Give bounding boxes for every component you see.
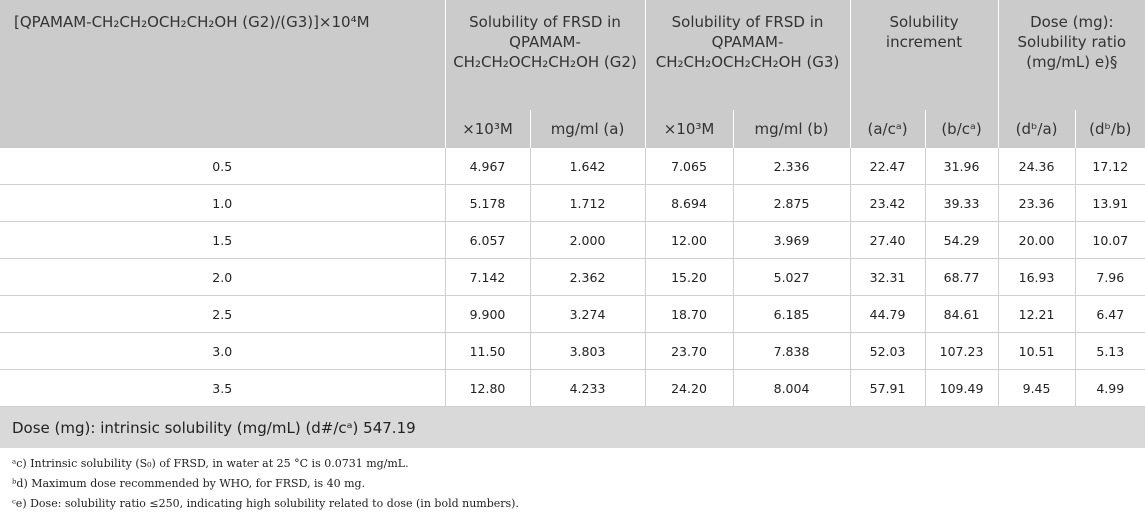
cell: 5.027 xyxy=(732,258,851,296)
group-header: Solubility of FRSD in QPAMAM-CH₂CH₂OCH₂C… xyxy=(444,0,646,110)
cell: 13.91 xyxy=(1074,184,1145,222)
cell: 9.900 xyxy=(444,295,530,333)
cell: 18.70 xyxy=(644,295,734,333)
cell: 3.803 xyxy=(529,332,646,370)
cell: 44.79 xyxy=(849,295,926,333)
cell: 23.42 xyxy=(849,184,926,222)
subheader: ×10³M xyxy=(644,110,734,148)
cell: 107.23 xyxy=(924,332,999,370)
cell: 17.12 xyxy=(1074,148,1145,185)
cell: 12.80 xyxy=(444,369,530,407)
table-row: 3.5 12.80 4.233 24.20 8.004 57.91 109.49 9.45 4.… xyxy=(0,369,1145,407)
cell: 3.5 xyxy=(0,369,445,407)
cell: 4.967 xyxy=(444,148,530,185)
cell: 6.47 xyxy=(1074,295,1145,333)
cell: 57.91 xyxy=(849,369,926,407)
cell: 52.03 xyxy=(849,332,926,370)
footnote: ᵃc) Intrinsic solubility (S₀) of FRSD, i… xyxy=(12,457,409,470)
summary-row: Dose (mg): intrinsic solubility (mg/mL) … xyxy=(0,406,1145,448)
cell: 24.20 xyxy=(644,369,734,407)
summary-cell: Dose (mg): intrinsic solubility (mg/mL) … xyxy=(0,406,1145,448)
group-header: Solubility of FRSD in QPAMAM-CH₂CH₂OCH₂C… xyxy=(644,0,851,110)
group-header: Dose (mg): Solubility ratio (mg/mL) e)§ xyxy=(997,0,1145,110)
cell: 4.99 xyxy=(1074,369,1145,407)
cell: 54.29 xyxy=(924,221,999,259)
group-header: Solubility increment xyxy=(849,0,999,110)
cell: 2.875 xyxy=(732,184,851,222)
subheader: (dᵇ/a) xyxy=(997,110,1076,148)
cell: 31.96 xyxy=(924,148,999,185)
cell: 24.36 xyxy=(997,148,1076,185)
header-row: [QPAMAM-CH₂CH₂OCH₂CH₂OH (G2)/(G3)]×10⁴M … xyxy=(0,0,1145,148)
cell: 2.000 xyxy=(529,221,646,259)
cell: 109.49 xyxy=(924,369,999,407)
cell: 20.00 xyxy=(997,221,1076,259)
cell: 84.61 xyxy=(924,295,999,333)
data-table: [QPAMAM-CH₂CH₂OCH₂CH₂OH (G2)/(G3)]×10⁴M … xyxy=(0,0,1145,448)
cell: 11.50 xyxy=(444,332,530,370)
cell: 5.178 xyxy=(444,184,530,222)
cell: 10.51 xyxy=(997,332,1076,370)
cell: 7.065 xyxy=(644,148,734,185)
cell: 15.20 xyxy=(644,258,734,296)
cell: 2.5 xyxy=(0,295,445,333)
cell: 6.057 xyxy=(444,221,530,259)
footnote: ᶜe) Dose: solubility ratio ≤250, indicat… xyxy=(12,497,519,510)
cell: 3.274 xyxy=(529,295,646,333)
cell: 3.0 xyxy=(0,332,445,370)
cell: 1.712 xyxy=(529,184,646,222)
subheader: (a/cᵃ) xyxy=(849,110,926,148)
header-cell: [QPAMAM-CH₂CH₂OCH₂CH₂OH (G2)/(G3)]×10⁴M xyxy=(0,0,445,148)
cell: 10.07 xyxy=(1074,221,1145,259)
table-row: 3.0 11.50 3.803 23.70 7.838 52.03 107.23 10.51 5… xyxy=(0,332,1145,370)
footnotes: ᵃc) Intrinsic solubility (S₀) of FRSD, i… xyxy=(0,448,1145,514)
cell: 4.233 xyxy=(529,369,646,407)
cell: 3.969 xyxy=(732,221,851,259)
footnote: ᵇd) Maximum dose recommended by WHO, for… xyxy=(12,477,366,490)
cell: 22.47 xyxy=(849,148,926,185)
subheader-row: ×10³M mg/ml (a) ×10³M mg/ml (b) (a/cᵃ) (b/cᵃ)… xyxy=(0,110,1145,148)
subheader: (dᵇ/b) xyxy=(1074,110,1145,148)
subheader: (b/cᵃ) xyxy=(924,110,999,148)
subheader: mg/ml (b) xyxy=(732,110,851,148)
table-row: 2.0 7.142 2.362 15.20 5.027 32.31 68.77 16.93 7.… xyxy=(0,258,1145,296)
cell: 8.694 xyxy=(644,184,734,222)
cell: 2.362 xyxy=(529,258,646,296)
cell: 7.838 xyxy=(732,332,851,370)
cell: 27.40 xyxy=(849,221,926,259)
cell: 9.45 xyxy=(997,369,1076,407)
cell: 12.21 xyxy=(997,295,1076,333)
cell: 12.00 xyxy=(644,221,734,259)
table-body: 0.5 4.967 1.642 7.065 2.336 22.47 31.96 24.36 17… xyxy=(0,148,1145,448)
cell: 1.0 xyxy=(0,184,445,222)
cell: 8.004 xyxy=(732,369,851,407)
table-row: 0.5 4.967 1.642 7.065 2.336 22.47 31.96 24.36 17… xyxy=(0,148,1145,185)
cell: 0.5 xyxy=(0,148,445,185)
cell: 68.77 xyxy=(924,258,999,296)
cell: 16.93 xyxy=(997,258,1076,296)
cell: 23.70 xyxy=(644,332,734,370)
table-row: 1.5 6.057 2.000 12.00 3.969 27.40 54.29 20.00 10… xyxy=(0,221,1145,259)
cell: 39.33 xyxy=(924,184,999,222)
subheader: mg/ml (a) xyxy=(529,110,646,148)
cell: 5.13 xyxy=(1074,332,1145,370)
cell: 2.0 xyxy=(0,258,445,296)
cell: 32.31 xyxy=(849,258,926,296)
cell: 1.642 xyxy=(529,148,646,185)
cell: 1.5 xyxy=(0,221,445,259)
table-row: 1.0 5.178 1.712 8.694 2.875 23.42 39.33 23.36 13… xyxy=(0,184,1145,222)
cell: 6.185 xyxy=(732,295,851,333)
cell: 7.96 xyxy=(1074,258,1145,296)
cell: 23.36 xyxy=(997,184,1076,222)
cell: 2.336 xyxy=(732,148,851,185)
cell: 7.142 xyxy=(444,258,530,296)
subheader: ×10³M xyxy=(444,110,530,148)
table-row: 2.5 9.900 3.274 18.70 6.185 44.79 84.61 12.21 6.… xyxy=(0,295,1145,333)
